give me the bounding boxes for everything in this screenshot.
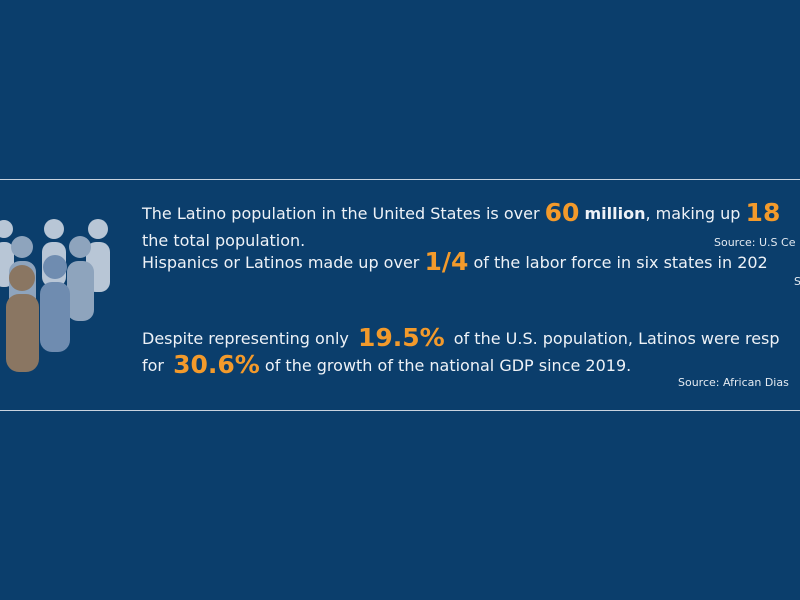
statement-line: for 30.6% of the growth of the national … (142, 350, 631, 380)
statement-line: Despite representing only 19.5% of the U… (142, 323, 780, 353)
text: Despite representing only (142, 329, 349, 348)
statement-line: Hispanics or Latinos made up over 1/4 of… (142, 247, 768, 277)
figure: 1/4 (424, 247, 469, 276)
people-icon (0, 219, 110, 372)
source: S (794, 275, 800, 288)
text: The Latino population in the United Stat… (142, 204, 540, 223)
source: Source: African Dias (678, 376, 789, 389)
text: of the U.S. population, Latinos were res… (453, 329, 780, 348)
text: , making up (645, 204, 741, 223)
statement-line: The Latino population in the United Stat… (142, 198, 780, 228)
text: of the labor force in six states in 202 (473, 253, 768, 272)
text: Hispanics or Latinos made up over (142, 253, 420, 272)
figure: 30.6% (173, 350, 260, 379)
source: Source: U.S Ce (714, 236, 796, 249)
unit: million (584, 204, 646, 223)
text: for (142, 356, 164, 375)
top-rule (0, 179, 800, 180)
text: the total population. (142, 231, 306, 250)
figure: 19.5% (357, 323, 445, 352)
figure: 18 (745, 198, 781, 227)
text: of the growth of the national GDP since … (264, 356, 632, 375)
statement-line: the total population. (142, 226, 305, 256)
figure: 60 (544, 198, 580, 227)
bottom-rule (0, 410, 800, 411)
